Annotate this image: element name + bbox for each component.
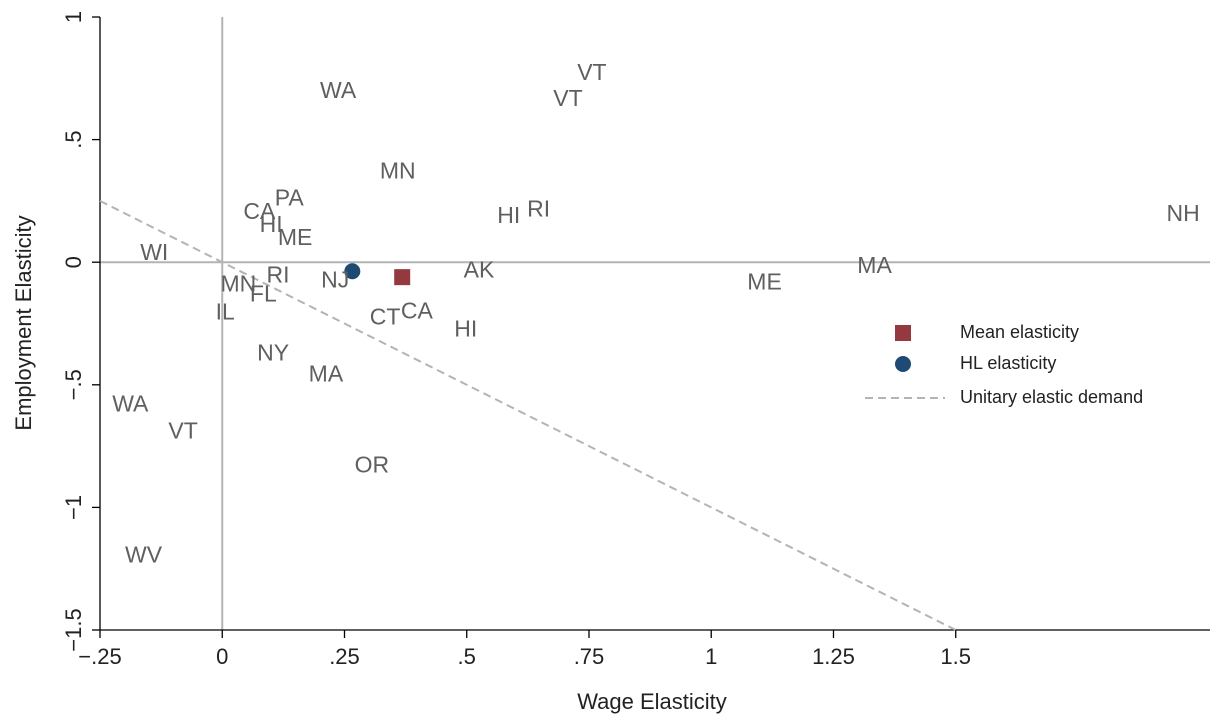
point-label: RI (266, 261, 289, 287)
x-tick-label: .5 (458, 644, 476, 669)
point-label: CA (401, 297, 434, 323)
point-label: CA (243, 198, 276, 224)
y-tick-label: −1 (61, 495, 86, 520)
x-tick-label: 0 (216, 644, 228, 669)
x-tick-label: 1.25 (812, 644, 855, 669)
x-tick-label: 1.5 (940, 644, 971, 669)
point-label: VT (168, 417, 197, 443)
point-label: NJ (321, 266, 349, 292)
point-label: VT (553, 85, 582, 111)
point-label: ME (747, 268, 782, 294)
point-label: WV (125, 542, 163, 568)
y-tick-label: −1.5 (61, 608, 86, 651)
x-tick-label: 1 (705, 644, 717, 669)
point-label: MA (309, 360, 344, 386)
point-label: NH (1166, 200, 1199, 226)
reference-line (99, 200, 957, 631)
x-tick-label: .25 (329, 644, 360, 669)
point-label: MN (220, 270, 256, 296)
legend-label: HL elasticity (960, 353, 1056, 373)
point-label: OR (355, 452, 390, 478)
x-tick-label: .75 (574, 644, 605, 669)
point-label: MN (380, 157, 416, 183)
y-tick-label: 1 (61, 11, 86, 23)
x-tick-label: −.25 (78, 644, 121, 669)
point-label: HI (260, 211, 283, 237)
y-axis-title: Employment Elasticity (11, 215, 36, 430)
point-label: WI (140, 239, 168, 265)
point-label: RI (527, 195, 550, 221)
point-label: MA (857, 252, 892, 278)
point-label: ME (278, 224, 313, 250)
point-label: PA (275, 184, 305, 210)
y-tick-label: 0 (61, 256, 86, 268)
x-axis-title: Wage Elasticity (577, 689, 727, 714)
point-label: HI (454, 315, 477, 341)
legend-label: Unitary elastic demand (960, 387, 1143, 407)
point-label: CT (370, 303, 401, 329)
legend-swatch (895, 325, 911, 341)
point-label: FL (250, 280, 277, 306)
point (394, 269, 411, 286)
point-label: VT (577, 59, 606, 85)
point (344, 263, 361, 280)
y-tick-label: −.5 (61, 369, 86, 400)
y-tick-label: .5 (61, 130, 86, 148)
legend-label: Mean elasticity (960, 322, 1079, 342)
point-label: HI (497, 202, 520, 228)
point-label: WA (320, 77, 357, 103)
point-label: AK (464, 256, 495, 282)
point-label: NY (257, 339, 289, 365)
legend-swatch (895, 356, 911, 372)
point-label: IL (216, 298, 235, 324)
point-label: WA (112, 390, 149, 416)
